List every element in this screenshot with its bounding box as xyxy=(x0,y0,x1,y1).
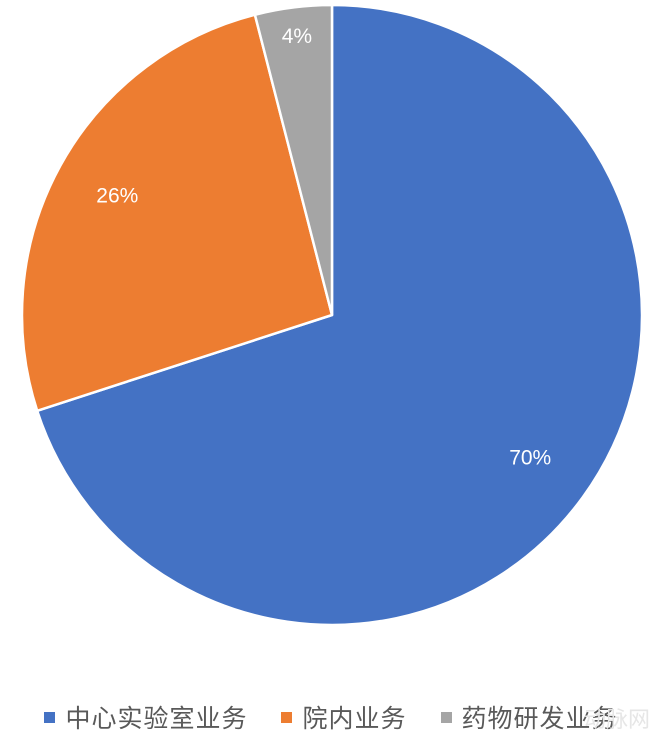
watermark-logo: 动脉网 xyxy=(583,708,650,733)
pie-slice-in-hospital xyxy=(20,13,334,413)
legend-swatch-drug-rd xyxy=(440,711,452,723)
legend-label-central-lab: 中心实验室业务 xyxy=(65,704,248,733)
pie-slice-central-lab xyxy=(35,3,644,627)
pie-slice-drug-rd xyxy=(253,3,334,317)
legend-item-in-hospital: 院内业务 xyxy=(281,699,406,735)
pie-slices xyxy=(20,3,644,627)
legend-label-drug-rd: 药物研发业务 xyxy=(461,704,618,733)
legend-swatch-in-hospital xyxy=(281,711,293,723)
legend-item-drug-rd: 药物研发业务 xyxy=(440,699,618,735)
pie-data-labels: 70% 26% 4% xyxy=(96,25,551,470)
data-label-central-lab: 70% xyxy=(509,447,551,470)
legend: 中心实验室业务 院内业务 药物研发业务 xyxy=(0,697,662,737)
legend-item-central-lab: 中心实验室业务 xyxy=(44,699,247,735)
data-label-in-hospital: 26% xyxy=(96,185,138,208)
data-label-drug-rd: 4% xyxy=(282,25,312,48)
legend-swatch-central-lab xyxy=(44,711,56,723)
legend-label-in-hospital: 院内业务 xyxy=(302,704,407,733)
